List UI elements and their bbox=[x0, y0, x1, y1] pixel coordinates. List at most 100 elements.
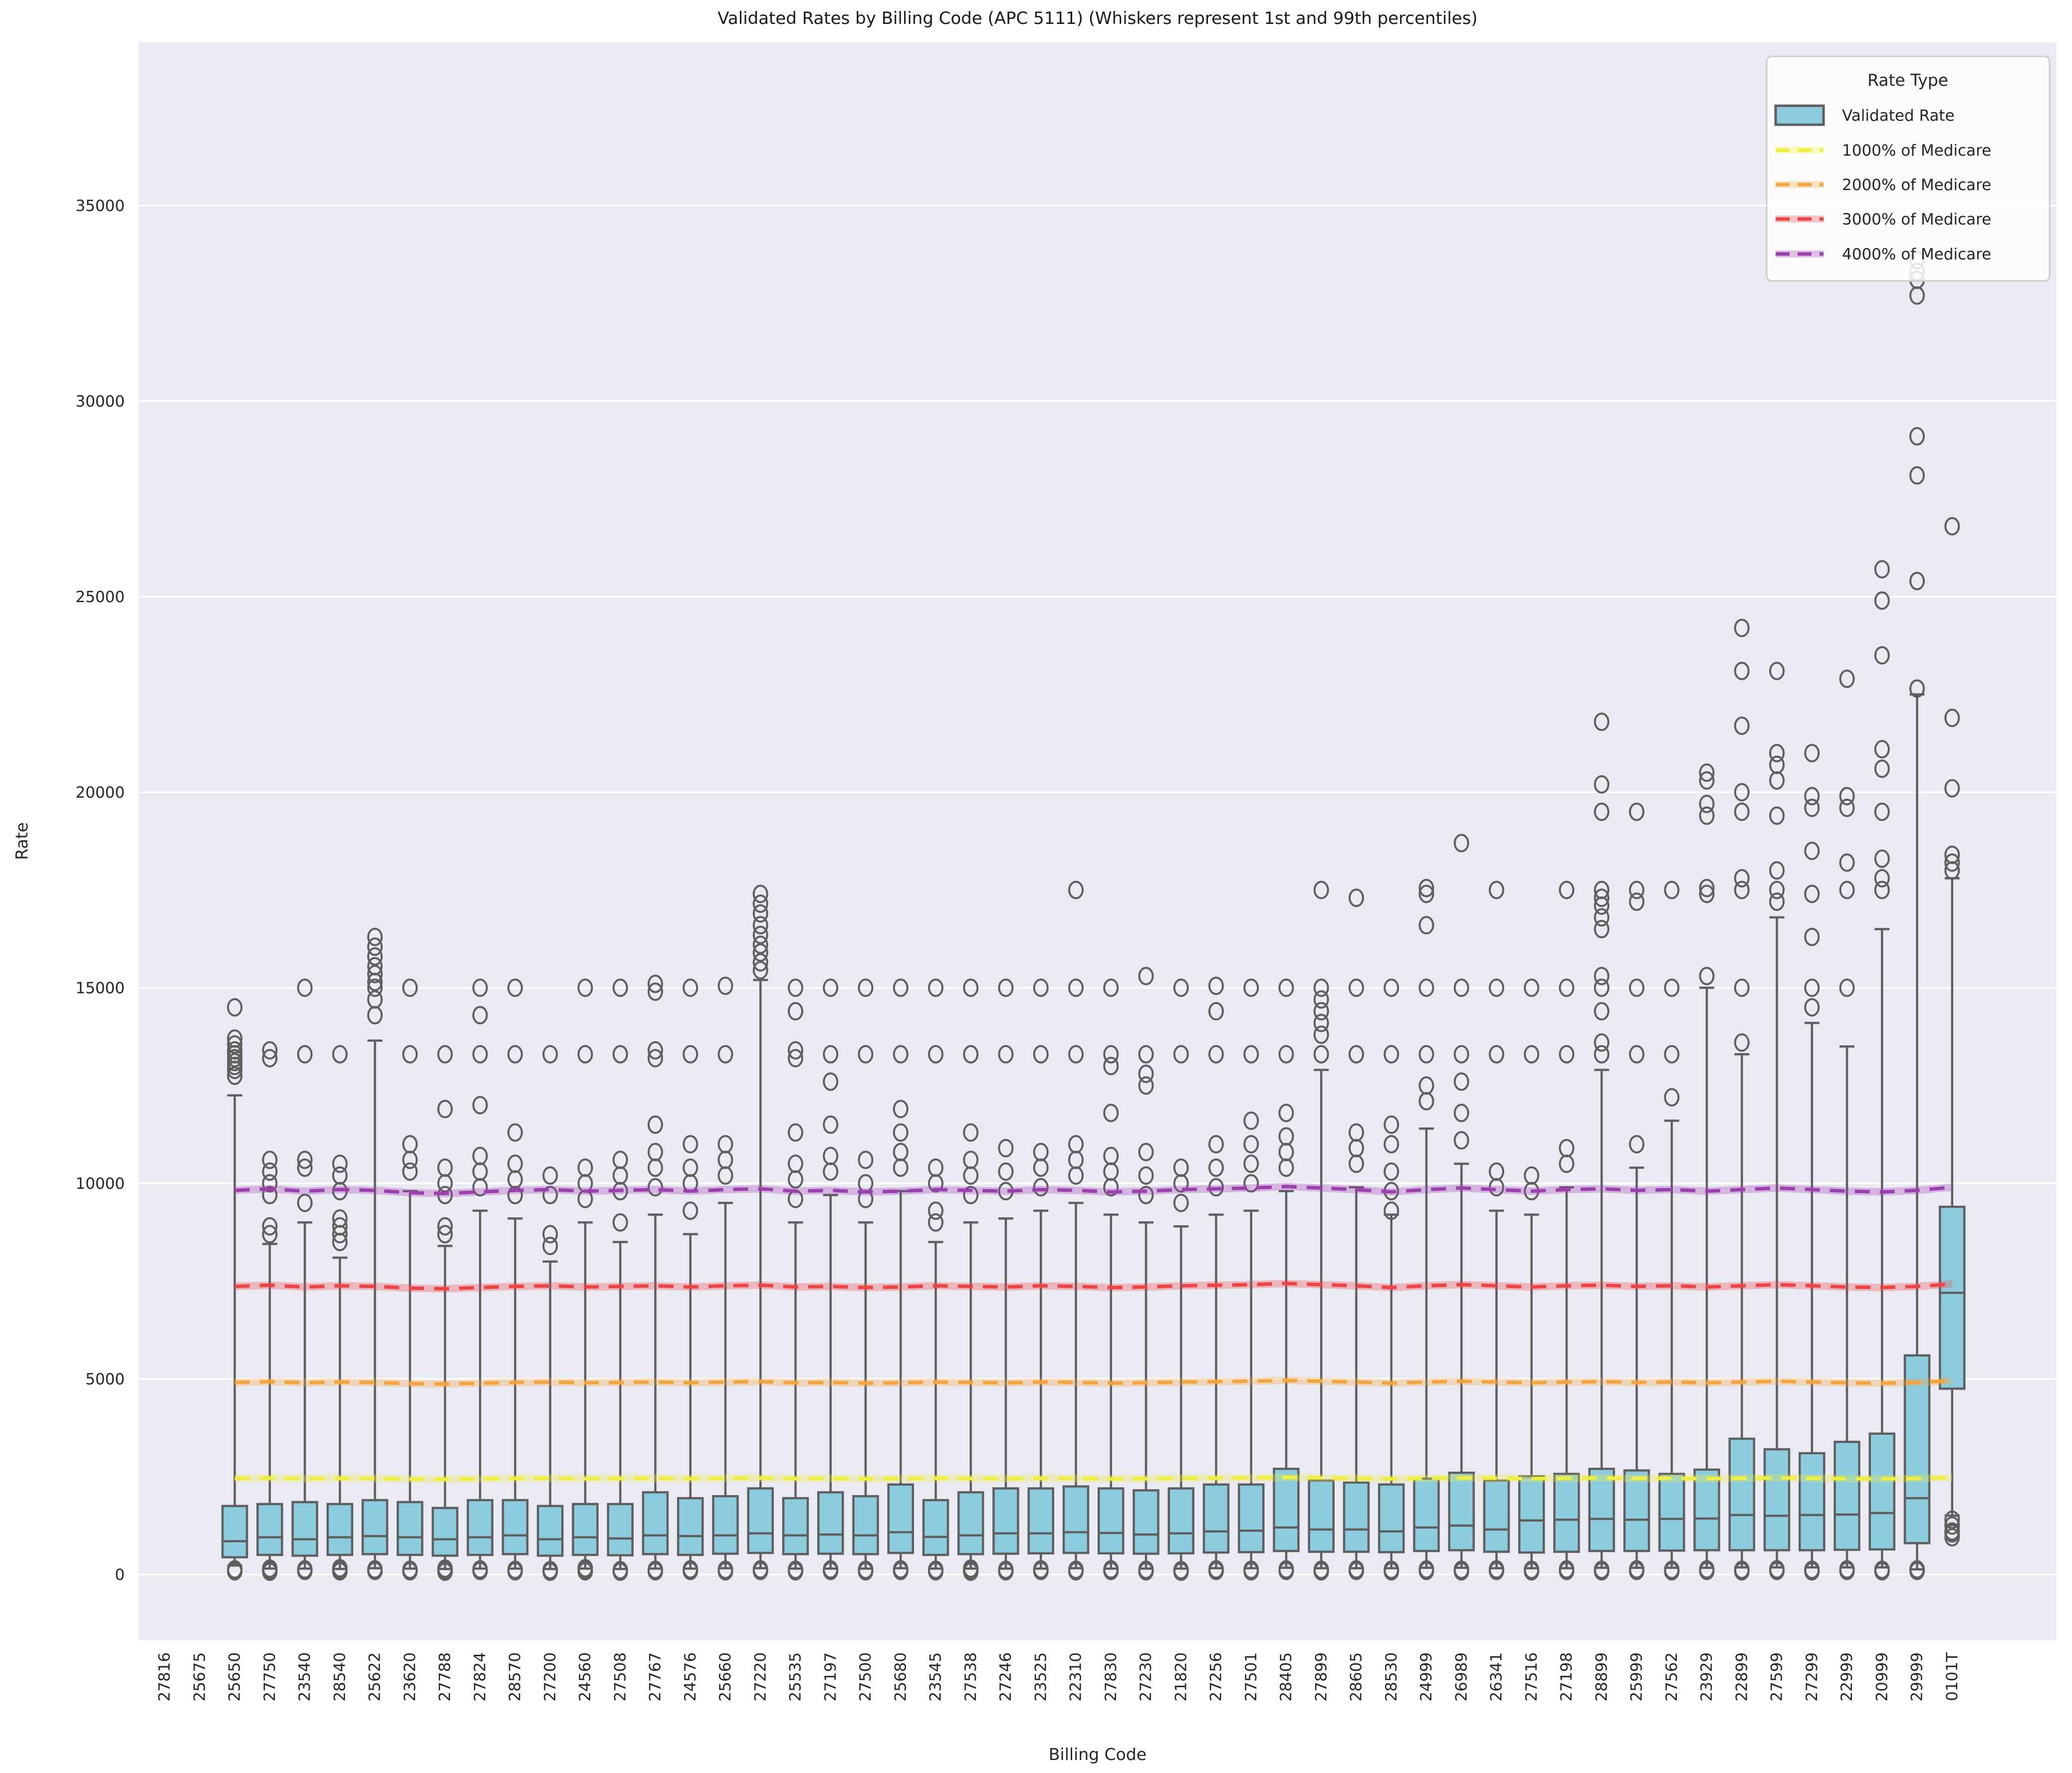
outlier-point bbox=[227, 1035, 242, 1054]
outlier-point bbox=[893, 1123, 909, 1142]
outlier-point bbox=[1699, 806, 1715, 825]
boxplot-box-20999 bbox=[1868, 560, 1895, 1581]
outlier-point bbox=[1313, 990, 1329, 1009]
outlier-point bbox=[542, 1186, 558, 1205]
x-tick-label-27198: 27198 bbox=[1558, 1652, 1576, 1702]
x-tick-label-22899: 22899 bbox=[1733, 1652, 1751, 1702]
iqr-box bbox=[1098, 1487, 1125, 1554]
outlier-point bbox=[1874, 591, 1890, 610]
outlier-point bbox=[752, 935, 768, 954]
outlier-point bbox=[297, 1193, 313, 1212]
boxplot-box-25622 bbox=[361, 927, 389, 1580]
outlier-point bbox=[1349, 1123, 1364, 1142]
x-tick-label-27788: 27788 bbox=[436, 1652, 454, 1702]
outlier-point bbox=[823, 1146, 839, 1165]
x-tick-label-27750: 27750 bbox=[261, 1652, 279, 1702]
outlier-point bbox=[928, 1213, 943, 1232]
outlier-point bbox=[1839, 787, 1855, 806]
x-tick-label-28605: 28605 bbox=[1348, 1652, 1366, 1702]
chart-title: Validated Rates by Billing Code (APC 511… bbox=[717, 8, 1477, 28]
outlier-point bbox=[297, 1560, 313, 1579]
outlier-point bbox=[648, 982, 663, 1001]
legend-title: Rate Type bbox=[1867, 70, 1948, 90]
legend-entry-1000-of-medicare: 1000% of Medicare bbox=[1776, 142, 1991, 160]
outlier-point bbox=[717, 1045, 733, 1064]
outlier-point bbox=[1418, 879, 1434, 897]
outlier-point bbox=[262, 1225, 278, 1244]
outlier-point bbox=[1804, 978, 1820, 997]
legend-entry-label: Validated Rate bbox=[1842, 107, 1955, 125]
outlier-point bbox=[1839, 978, 1855, 997]
boxplot-box-27500 bbox=[852, 978, 879, 1581]
legend-entry-label: 2000% of Medicare bbox=[1842, 176, 1991, 194]
outlier-point bbox=[893, 1100, 909, 1118]
outlier-point bbox=[1594, 919, 1610, 938]
outlier-point bbox=[1243, 1154, 1259, 1173]
outlier-point bbox=[1874, 740, 1890, 759]
outlier-point bbox=[893, 1045, 909, 1064]
outlier-point bbox=[1103, 1045, 1119, 1064]
outlier-point bbox=[1594, 1560, 1610, 1579]
boxplot-box-22899 bbox=[1728, 619, 1755, 1581]
outlier-point bbox=[437, 1217, 453, 1236]
outlier-point bbox=[1208, 1135, 1224, 1154]
x-tick-label-27501: 27501 bbox=[1242, 1652, 1260, 1702]
legend-entry-label: 4000% of Medicare bbox=[1842, 245, 1991, 263]
outlier-point bbox=[963, 1186, 979, 1205]
outlier-point bbox=[1138, 1186, 1154, 1205]
outlier-point bbox=[437, 1559, 453, 1578]
outlier-point bbox=[1909, 427, 1925, 446]
outlier-point bbox=[1453, 978, 1469, 997]
outlier-point bbox=[367, 947, 383, 966]
outlier-point bbox=[1138, 1076, 1154, 1095]
outlier-point bbox=[1734, 1033, 1750, 1052]
outlier-point bbox=[1489, 1162, 1504, 1181]
outlier-point bbox=[1629, 881, 1644, 899]
iqr-box bbox=[1553, 1473, 1580, 1553]
outlier-point bbox=[1068, 881, 1084, 899]
iqr-box bbox=[782, 1497, 809, 1555]
outlier-point bbox=[1734, 869, 1750, 887]
refline-3000pct bbox=[234, 1280, 1953, 1293]
outlier-point bbox=[1313, 1560, 1329, 1579]
outlier-point bbox=[1804, 842, 1820, 861]
outlier-point bbox=[1313, 1014, 1329, 1033]
outlier-point bbox=[1664, 978, 1680, 997]
outlier-point bbox=[1629, 1135, 1644, 1154]
y-tick-label: 30000 bbox=[75, 393, 125, 411]
outlier-point bbox=[1664, 1560, 1680, 1579]
outlier-point bbox=[1874, 802, 1890, 821]
outlier-point bbox=[262, 1150, 278, 1169]
iqr-box bbox=[1413, 1477, 1440, 1552]
outlier-point bbox=[1349, 888, 1364, 907]
outlier-point bbox=[367, 978, 383, 997]
outlier-point bbox=[542, 1225, 558, 1244]
outlier-point bbox=[648, 1142, 663, 1161]
x-tick-label-26989: 26989 bbox=[1452, 1652, 1470, 1702]
iqr-box bbox=[852, 1495, 879, 1555]
outlier-point bbox=[752, 943, 768, 962]
outlier-point bbox=[1629, 1045, 1644, 1064]
outlier-point bbox=[402, 1560, 418, 1579]
iqr-box bbox=[607, 1503, 634, 1556]
outlier-point bbox=[1243, 978, 1259, 997]
outlier-point bbox=[1489, 881, 1504, 899]
outlier-point bbox=[472, 1045, 488, 1064]
iqr-box bbox=[1834, 1440, 1860, 1551]
outlier-point bbox=[717, 1135, 733, 1154]
outlier-point bbox=[402, 1162, 418, 1181]
outlier-point bbox=[1489, 1045, 1504, 1064]
outlier-point bbox=[367, 937, 383, 956]
legend-entry-label: 1000% of Medicare bbox=[1842, 142, 1991, 160]
outlier-point bbox=[1278, 1127, 1294, 1146]
outlier-point bbox=[1103, 1146, 1119, 1165]
iqr-box bbox=[1728, 1437, 1755, 1551]
outlier-point bbox=[1103, 1560, 1119, 1579]
boxplot-box-28899 bbox=[1588, 712, 1615, 1581]
x-tick-label-27899: 27899 bbox=[1312, 1652, 1330, 1702]
outlier-point bbox=[1804, 787, 1820, 806]
outlier-point bbox=[752, 894, 768, 913]
x-tick-label-28899: 28899 bbox=[1593, 1652, 1611, 1702]
iqr-box bbox=[712, 1495, 739, 1555]
y-tick-label: 5000 bbox=[85, 1370, 125, 1388]
